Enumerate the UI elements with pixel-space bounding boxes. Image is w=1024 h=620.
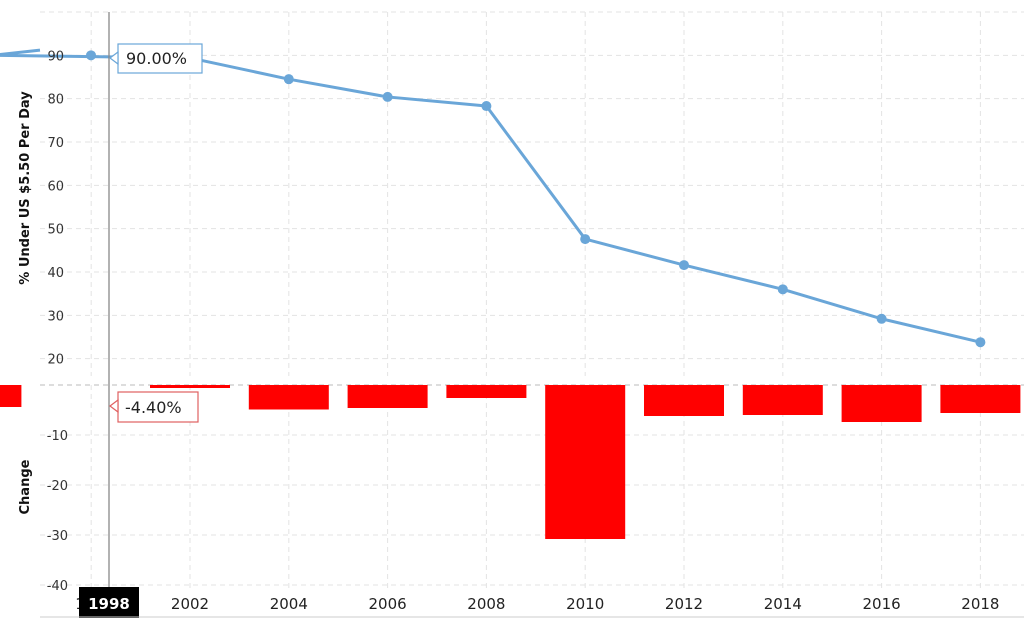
line-panel-grid [40, 11, 1024, 376]
data-point[interactable] [679, 260, 689, 271]
bar[interactable] [644, 385, 724, 416]
bar[interactable] [150, 385, 230, 388]
data-point[interactable] [283, 74, 294, 85]
line-y-axis-title: % Under US $5.50 Per Day [18, 91, 33, 285]
x-tick-labels: 1200220042006200820102012201420162018 [75, 595, 999, 613]
bar[interactable] [248, 385, 329, 410]
series-line [0, 48, 981, 344]
bar[interactable] [742, 385, 823, 415]
data-point[interactable] [382, 91, 393, 102]
bar[interactable] [446, 385, 527, 398]
y-tick-label: 30 [47, 309, 64, 324]
x-tick-label: 2004 [270, 595, 308, 613]
x-tick-label: 2002 [171, 595, 209, 613]
data-point[interactable] [86, 50, 96, 61]
data-point[interactable] [876, 313, 887, 324]
x-tick-label: 2012 [665, 595, 703, 613]
line-series [0, 48, 986, 348]
y-tick-label: -30 [47, 529, 68, 544]
bar[interactable] [841, 385, 922, 422]
y-tick-label: 70 [47, 136, 64, 151]
bar-tooltip: -4.40% [109, 391, 199, 423]
x-highlight-label: 1998 [79, 587, 139, 618]
y-tick-label: 60 [47, 179, 64, 194]
data-point[interactable] [975, 337, 986, 348]
bar-series [0, 385, 1021, 539]
y-tick-label: 50 [47, 223, 64, 238]
data-point[interactable] [580, 234, 591, 245]
y-tick-labels: 20 30 40 50 60 70 80 90 -10 -20 -30 -40 [47, 49, 68, 594]
line-tooltip: 90.00% [109, 43, 203, 74]
y-tick-label: 40 [47, 266, 64, 281]
y-tick-label: 80 [47, 93, 64, 108]
bar-tooltip-box [117, 391, 199, 423]
bar-tooltip-text: -4.40% [125, 398, 182, 417]
x-tick-label: 2010 [566, 595, 604, 613]
x-tick-label: 2016 [863, 595, 901, 613]
line-tooltip-pointer [109, 50, 119, 66]
bar-tooltip-pointer [109, 398, 119, 414]
x-tick-label: 2008 [467, 595, 505, 613]
x-tick-label: 2018 [961, 595, 999, 613]
bar[interactable] [347, 385, 428, 408]
line-tooltip-text: 90.00% [126, 49, 187, 68]
bar[interactable] [940, 385, 1021, 413]
bar[interactable] [545, 385, 626, 539]
x-highlight-text: 1998 [88, 595, 130, 613]
y-tick-label: -20 [47, 479, 68, 494]
bar-y-axis-title: Change [18, 459, 33, 514]
y-tick-label: -40 [47, 579, 68, 594]
x-tick-label: 2006 [369, 595, 407, 613]
data-point[interactable] [481, 101, 492, 112]
y-tick-label: -10 [47, 429, 68, 444]
x-tick-label: 2014 [764, 595, 802, 613]
x-highlight-box [79, 587, 139, 618]
y-tick-label: 20 [47, 353, 64, 368]
bar[interactable] [0, 385, 22, 407]
data-point[interactable] [777, 284, 788, 295]
line-tooltip-box [117, 43, 203, 74]
y-tick-label: 90 [47, 49, 64, 64]
